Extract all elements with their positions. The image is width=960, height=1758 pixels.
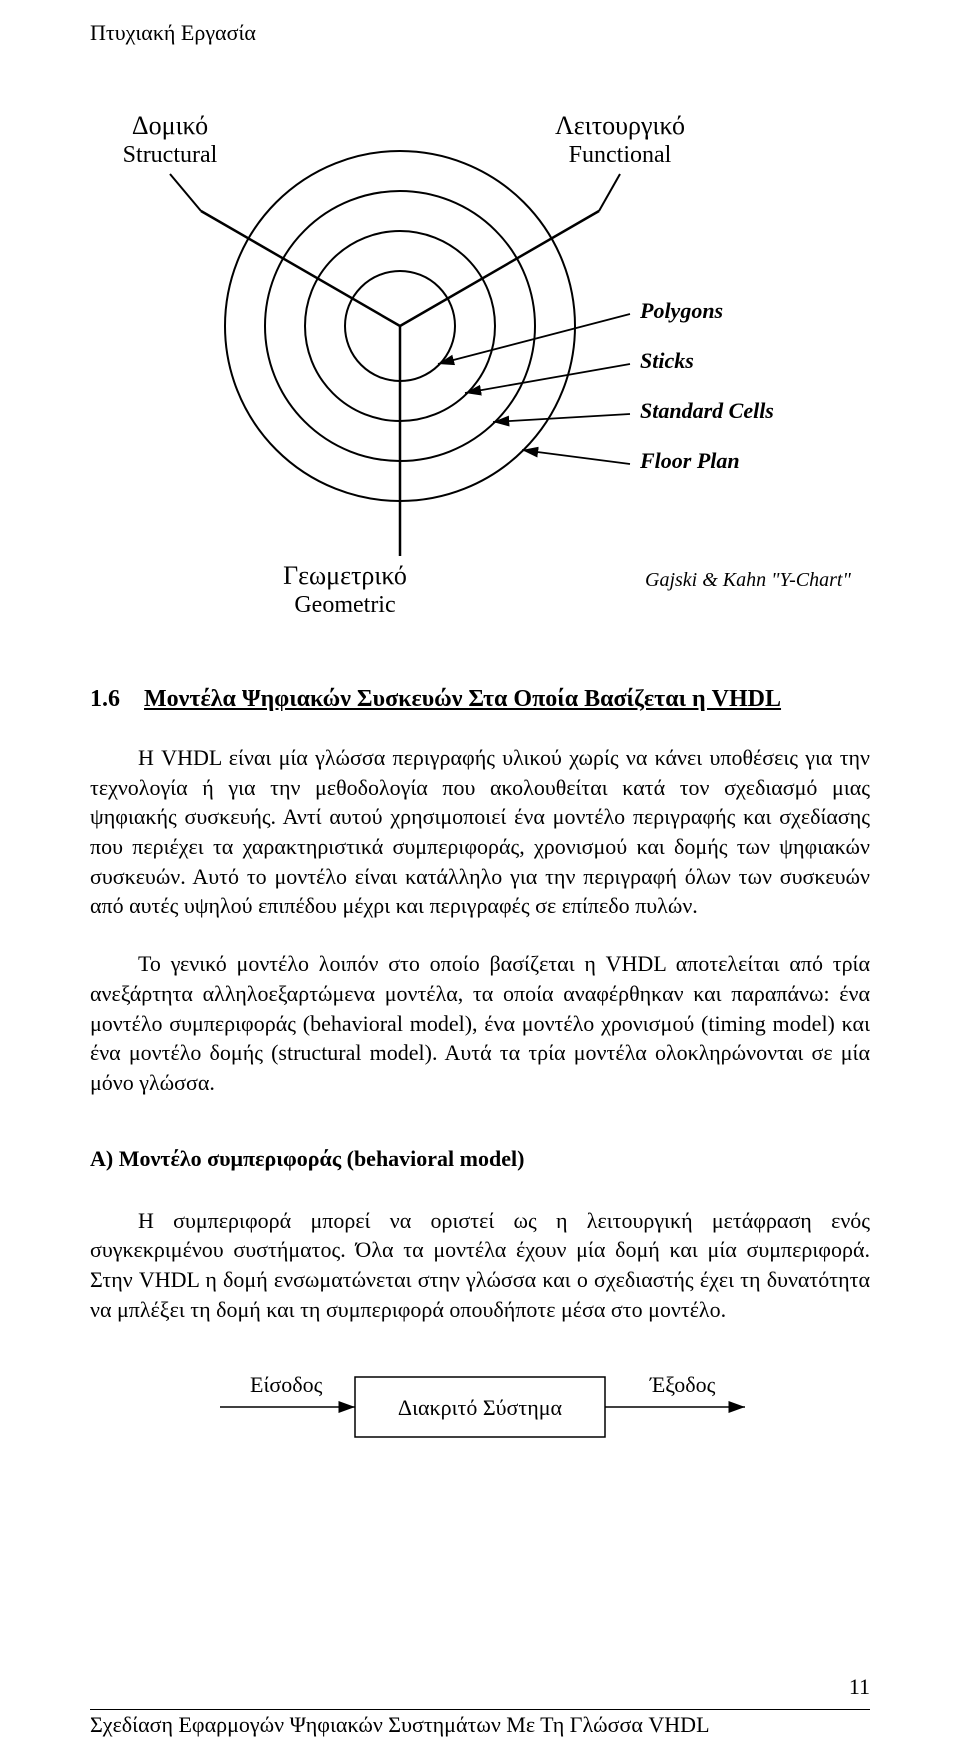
- pointer-label-floorplan: Floor Plan: [639, 448, 740, 473]
- arm-structural: [201, 211, 400, 326]
- box-label: Διακριτό Σύστημα: [398, 1395, 563, 1420]
- block-diagram: Είσοδος Διακριτό Σύστημα Έξοδος: [90, 1352, 870, 1452]
- y-chart-diagram: Δομικό Structural Λειτουργικό Functional…: [90, 56, 870, 616]
- input-label: Είσοδος: [250, 1372, 323, 1397]
- page-number: 11: [849, 1674, 870, 1700]
- running-header: Πτυχιακή Εργασία: [90, 20, 870, 46]
- section-number: 1.6: [90, 686, 138, 713]
- section-title: Μοντέλα Ψηφιακών Συσκευών Στα Οποία Βασί…: [144, 686, 781, 712]
- pointer-stdcells: [493, 414, 630, 422]
- label-geometric-gr: Γεωμετρικό: [283, 561, 407, 590]
- label-structural-gr: Δομικό: [132, 111, 208, 140]
- pointer-label-stdcells: Standard Cells: [640, 398, 774, 423]
- diagram-caption: Gajski & Kahn "Y-Chart": [645, 569, 851, 591]
- block-diagram-svg: Είσοδος Διακριτό Σύστημα Έξοδος: [160, 1352, 800, 1452]
- page: Πτυχιακή Εργασία Δομικό Structural Λειτο…: [0, 0, 960, 1758]
- footer: Σχεδίαση Εφαρμογών Ψηφιακών Συστημάτων Μ…: [90, 1709, 870, 1738]
- paragraph-2: Το γενικό μοντέλο λοιπόν στο οποίο βασίζ…: [90, 949, 870, 1097]
- pointer-label-sticks: Sticks: [640, 348, 694, 373]
- label-functional-en: Functional: [569, 142, 672, 168]
- label-functional-gr: Λειτουργικό: [555, 111, 685, 140]
- label-structural-en: Structural: [123, 142, 218, 168]
- leader-structural: [170, 174, 201, 211]
- pointer-label-polygons: Polygons: [639, 298, 723, 323]
- output-label: Έξοδος: [649, 1372, 716, 1397]
- subheading: Α) Μοντέλο συμπεριφοράς (behavioral mode…: [90, 1146, 870, 1172]
- label-geometric-en: Geometric: [294, 592, 395, 616]
- section-heading: 1.6 Μοντέλα Ψηφιακών Συσκευών Στα Οποία …: [90, 686, 870, 713]
- pointer-floorplan: [522, 450, 630, 464]
- pointer-sticks: [465, 364, 630, 393]
- leader-functional: [599, 174, 620, 211]
- arm-functional: [400, 211, 599, 326]
- paragraph-3: Η συμπεριφορά μπορεί να οριστεί ως η λει…: [90, 1206, 870, 1325]
- y-chart-svg: Δομικό Structural Λειτουργικό Functional…: [100, 56, 860, 616]
- paragraph-1: Η VHDL είναι μία γλώσσα περιγραφής υλικο…: [90, 743, 870, 921]
